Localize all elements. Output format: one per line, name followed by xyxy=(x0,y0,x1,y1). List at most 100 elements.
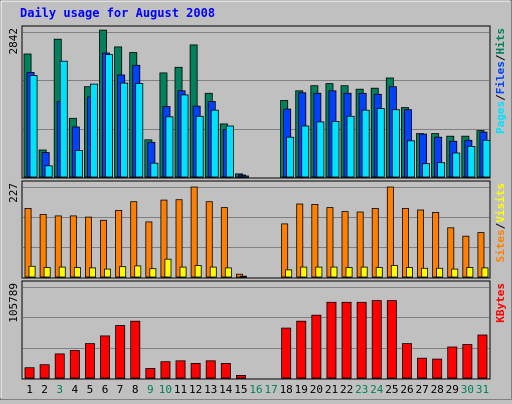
x-label-day-26: 26 xyxy=(400,383,413,396)
bar-pages-day-1 xyxy=(29,75,38,178)
bar-visits-day-2 xyxy=(43,267,51,278)
bar-pages-day-4 xyxy=(74,150,83,178)
bar-sites-day-11 xyxy=(175,199,183,278)
chart-title: Daily usage for August 2008 xyxy=(20,6,215,20)
bar-sites-day-22 xyxy=(341,211,349,278)
bar-pages-day-26 xyxy=(406,140,415,178)
legend-item-sites: Sites xyxy=(494,229,507,262)
bar-pages-day-28 xyxy=(437,162,446,178)
x-label-day-27: 27 xyxy=(415,383,428,396)
legend-item-files: Files xyxy=(494,61,507,94)
bar-kbytes-day-2 xyxy=(39,364,50,379)
bar-visits-day-27 xyxy=(421,267,428,278)
bar-sites-day-13 xyxy=(205,201,213,278)
x-label-day-22: 22 xyxy=(340,383,353,396)
bar-sites-day-12 xyxy=(190,186,198,278)
bar-kbytes-day-26 xyxy=(401,343,412,379)
bar-sites-day-26 xyxy=(401,207,409,278)
x-label-day-14: 14 xyxy=(219,383,233,396)
bar-kbytes-day-14 xyxy=(220,362,231,379)
panel-sites-visits: 227 Sites/Visits xyxy=(7,180,507,279)
x-label-day-24: 24 xyxy=(370,383,384,396)
bar-pages-day-7 xyxy=(120,82,129,178)
bar-kbytes-day-21 xyxy=(326,301,337,379)
bar-visits-day-6 xyxy=(104,268,111,278)
bar-kbytes-day-31 xyxy=(477,334,488,379)
bar-visits-day-1 xyxy=(28,265,36,278)
bar-visits-day-9 xyxy=(149,268,157,278)
bar-sites-day-23 xyxy=(356,211,364,278)
bar-sites-day-20 xyxy=(311,203,319,278)
bar-sites-day-14 xyxy=(220,207,228,278)
bar-visits-day-3 xyxy=(58,266,66,278)
bar-kbytes-day-13 xyxy=(205,360,216,379)
bar-kbytes-day-10 xyxy=(160,361,171,379)
x-label-day-25: 25 xyxy=(385,383,398,396)
bar-sites-day-25 xyxy=(386,186,394,278)
x-label-day-31: 31 xyxy=(476,383,489,396)
bar-pages-day-19 xyxy=(301,125,310,178)
bar-kbytes-day-12 xyxy=(190,362,201,379)
bar-kbytes-day-18 xyxy=(281,327,292,379)
bar-visits-day-23 xyxy=(360,266,368,278)
bar-visits-day-11 xyxy=(179,266,187,278)
legend-hits-files-pages: Pages/Files/Hits xyxy=(494,28,507,134)
bar-sites-day-4 xyxy=(69,215,77,278)
bar-kbytes-day-6 xyxy=(100,335,111,379)
bar-visits-day-18 xyxy=(285,269,293,278)
bar-sites-day-8 xyxy=(130,201,138,278)
x-label-day-13: 13 xyxy=(204,383,217,396)
bar-kbytes-day-27 xyxy=(417,357,428,379)
x-label-day-6: 6 xyxy=(102,383,109,396)
bar-sites-day-29 xyxy=(447,227,455,278)
bar-visits-day-15 xyxy=(239,275,247,278)
bar-kbytes-day-5 xyxy=(85,343,95,379)
bar-sites-day-21 xyxy=(326,207,334,278)
y-max-label: 227 xyxy=(7,183,20,203)
bar-visits-day-20 xyxy=(315,266,323,278)
bar-pages-day-12 xyxy=(195,115,204,178)
bar-sites-day-18 xyxy=(281,223,289,278)
bar-visits-day-4 xyxy=(73,267,81,278)
bar-pages-day-31 xyxy=(482,139,491,178)
y-max-label: 2842 xyxy=(7,28,20,55)
bar-pages-day-23 xyxy=(361,109,370,178)
bar-pages-day-25 xyxy=(391,109,400,178)
x-label-day-11: 11 xyxy=(174,383,187,396)
x-label-day-2: 2 xyxy=(41,383,48,396)
x-label-day-28: 28 xyxy=(431,383,444,396)
bar-sites-day-5 xyxy=(85,216,92,278)
bar-kbytes-day-1 xyxy=(24,367,35,379)
bar-sites-day-7 xyxy=(115,209,123,278)
bar-sites-day-1 xyxy=(24,207,32,278)
x-label-day-15: 15 xyxy=(234,383,247,396)
bar-visits-day-25 xyxy=(390,265,398,278)
bar-sites-day-3 xyxy=(54,215,62,278)
x-label-day-20: 20 xyxy=(310,383,323,396)
bar-visits-day-10 xyxy=(164,258,172,278)
legend-item-sep1: / xyxy=(494,94,507,101)
bar-sites-day-6 xyxy=(100,219,107,278)
bar-kbytes-day-3 xyxy=(54,353,65,379)
chart-panels: 2842Pages/Files/Hits227Sites/Visits10578… xyxy=(7,25,507,380)
bar-pages-day-27 xyxy=(422,163,430,178)
bar-visits-day-22 xyxy=(345,267,353,278)
bar-visits-day-7 xyxy=(119,266,127,278)
bar-sites-day-2 xyxy=(39,213,47,278)
bar-pages-day-18 xyxy=(286,136,295,178)
legend-item-pages: Pages xyxy=(494,101,507,134)
y-max-label: 105789 xyxy=(7,283,20,323)
bar-visits-day-28 xyxy=(436,267,444,278)
x-label-day-29: 29 xyxy=(446,383,459,396)
bar-sites-day-19 xyxy=(296,203,304,278)
x-label-day-8: 8 xyxy=(132,383,139,396)
plot-area xyxy=(21,180,491,279)
x-label-day-9: 9 xyxy=(147,383,154,396)
bar-kbytes-day-28 xyxy=(432,358,443,379)
bar-kbytes-day-24 xyxy=(371,300,382,379)
plot-area xyxy=(21,280,491,380)
bar-visits-day-5 xyxy=(89,267,96,278)
bar-visits-day-21 xyxy=(330,266,338,278)
bar-pages-day-8 xyxy=(135,83,144,178)
x-label-day-17: 17 xyxy=(264,383,277,396)
